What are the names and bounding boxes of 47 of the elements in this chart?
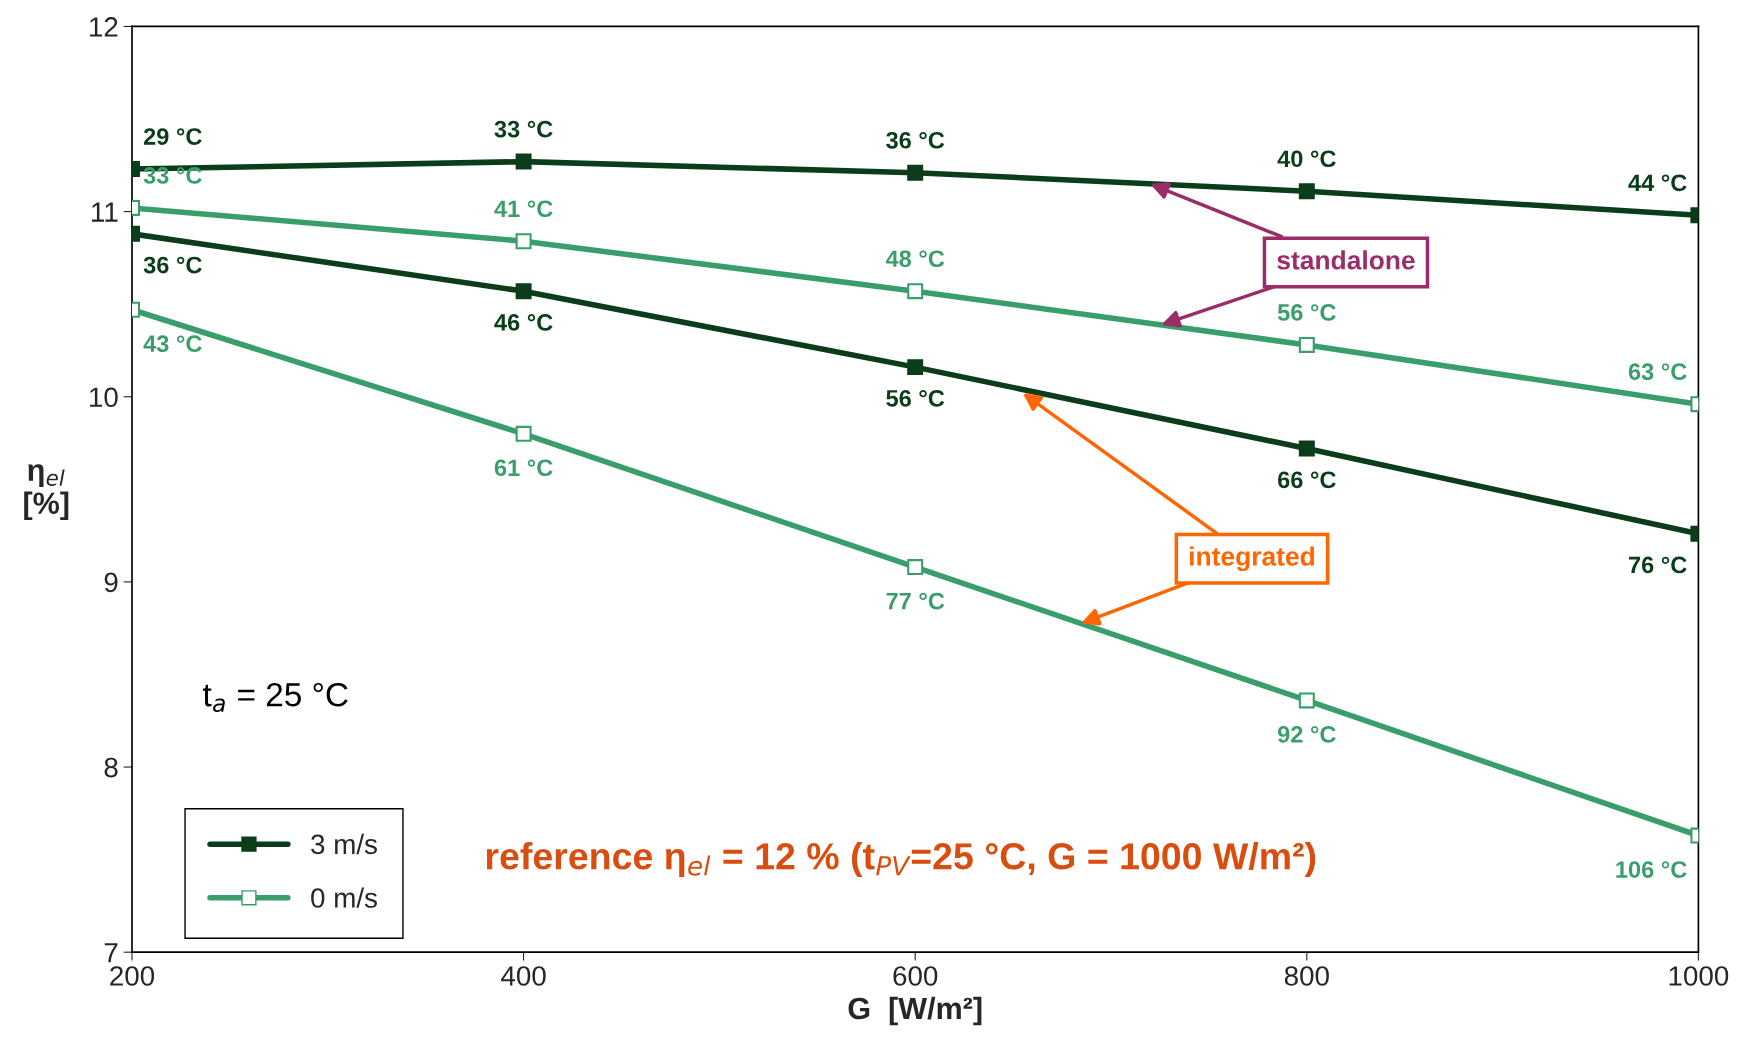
annotation: 36 °C <box>886 131 945 149</box>
x-axis-title: G [W/m²] <box>848 996 982 1026</box>
point <box>1298 692 1315 709</box>
x-tick-label: 800 <box>1284 966 1329 986</box>
legend-label: 3 m/s <box>311 833 377 855</box>
annotation: 33 °C <box>143 167 202 184</box>
point <box>1298 183 1315 200</box>
annotation: t$_{a}$ = 25 °C <box>202 682 348 712</box>
annotation: 56 °C <box>886 389 945 407</box>
annotation: 76 °C <box>1628 556 1687 574</box>
x-tick-label: 400 <box>501 966 546 986</box>
point <box>907 164 924 181</box>
point <box>907 359 924 376</box>
annotation: 92 °C <box>1277 726 1336 743</box>
point <box>1298 440 1315 457</box>
point <box>907 283 924 300</box>
annotation: integrated <box>1190 546 1315 572</box>
annotation: 46 °C <box>494 314 553 331</box>
annotation: 33 °C <box>494 120 553 138</box>
y-tick-label: 8 <box>104 757 118 778</box>
y-tick-label: 10 <box>90 387 118 408</box>
point <box>907 559 924 576</box>
point <box>1298 336 1315 353</box>
annotation: 63 °C <box>1628 363 1687 381</box>
y-tick-label: 7 <box>104 943 118 963</box>
annotation: 61 °C <box>494 459 553 477</box>
annotation: 29 °C <box>143 128 202 145</box>
annotation: 36 °C <box>143 256 202 274</box>
annotation: 41 °C <box>494 200 553 218</box>
annotation: 66 °C <box>1278 471 1336 489</box>
y-tick-label: 9 <box>104 572 118 593</box>
legend-label: 0 m/s <box>311 887 377 908</box>
x-tick-label: 200 <box>110 966 155 986</box>
annotation: 40 °C <box>1277 150 1336 168</box>
y-axis-title: η$_{el}$ [%] <box>24 464 69 521</box>
x-tick-label: 600 <box>893 966 938 986</box>
x-tick-label: 1000 <box>1669 966 1729 986</box>
y-tick-label: 11 <box>92 202 118 222</box>
annotation: standalone <box>1277 250 1415 270</box>
annotation: 43 °C <box>143 335 202 353</box>
annotation: reference η$_{el}$ = 12 % (t$_{PV}$=25 °C, G = 1000 W/m²) <box>486 842 1316 877</box>
annotation: 48 °C <box>885 250 945 268</box>
y-tick-label: 12 <box>90 17 118 37</box>
annotation: 44 °C <box>1628 174 1687 192</box>
annotation: 77 °C <box>886 592 945 610</box>
annotation: 106 °C <box>1616 861 1687 878</box>
annotation: 56 °C <box>1277 304 1336 321</box>
